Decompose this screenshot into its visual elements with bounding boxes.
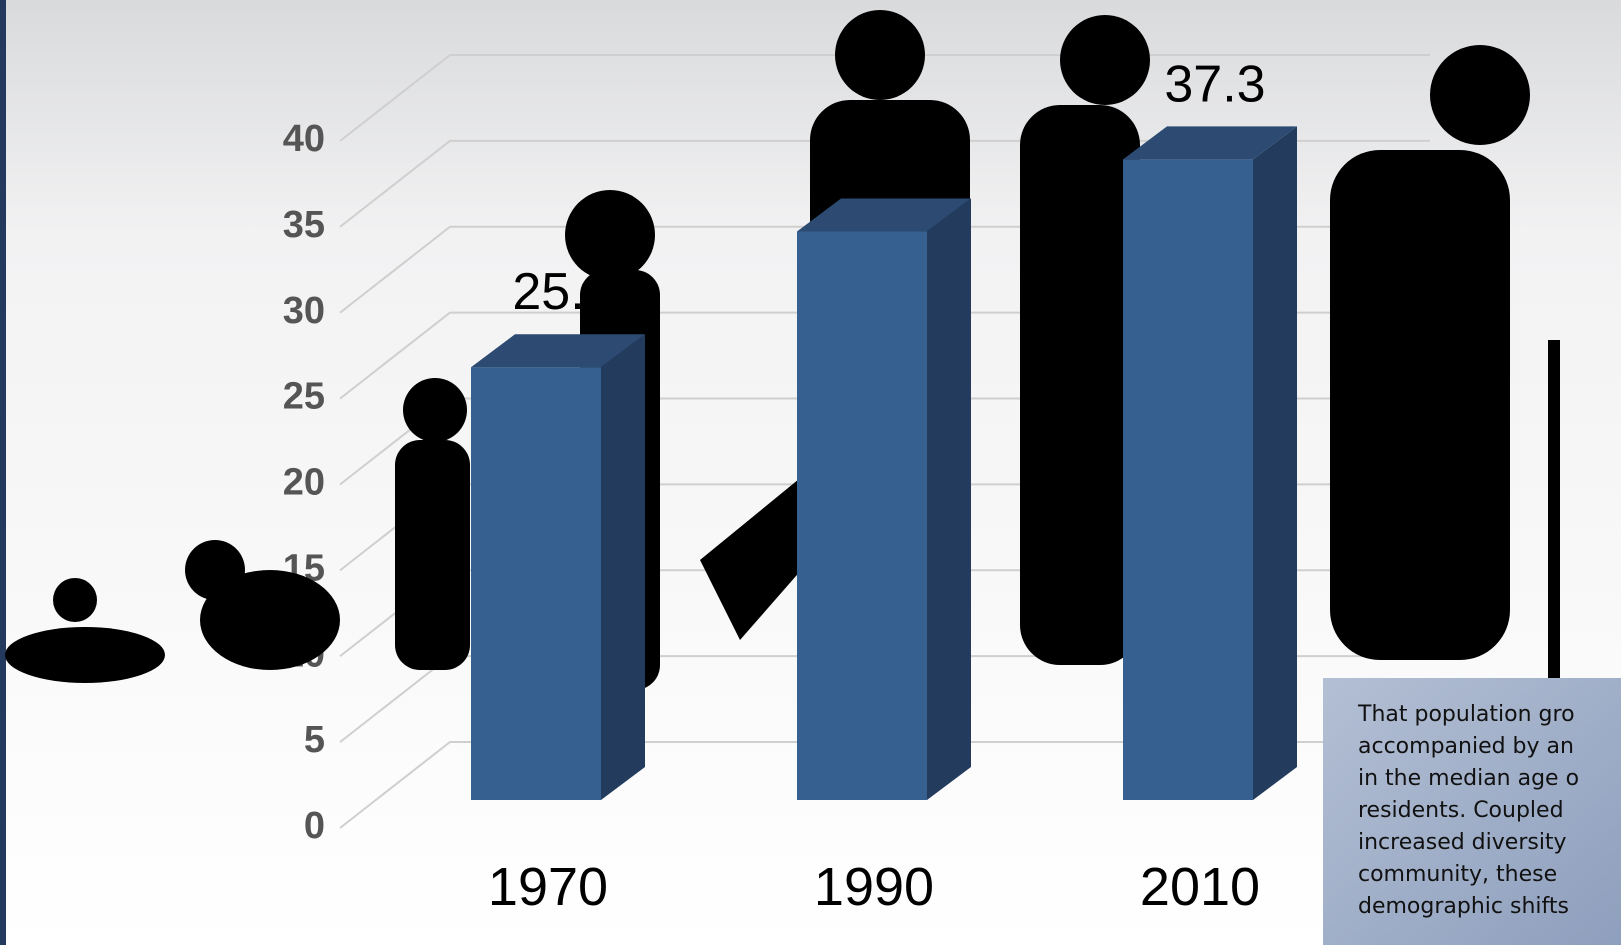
annotation-line: increased diversity — [1358, 830, 1567, 855]
annotation-line: demographic shifts — [1358, 894, 1569, 919]
y-tick-label: 25 — [283, 376, 325, 418]
chart: 0510152025303540 25.233.137.3 That popul… — [0, 0, 1621, 945]
y-tick-label: 20 — [283, 462, 325, 504]
bar-side — [601, 334, 645, 800]
y-tick-label: 40 — [283, 118, 325, 160]
bar-side — [1253, 126, 1297, 800]
annotation-line: That population gro — [1357, 702, 1575, 727]
y-tick-label: 0 — [304, 805, 325, 847]
bar — [1123, 159, 1253, 800]
x-tick-label: 1970 — [488, 857, 608, 917]
bar — [797, 232, 927, 800]
x-tick-label: 2010 — [1140, 857, 1260, 917]
bar — [471, 367, 601, 800]
bar-side — [927, 199, 971, 800]
left-border — [0, 0, 6, 945]
value-label: 37.3 — [1164, 55, 1265, 113]
annotation-line: community, these — [1358, 862, 1557, 887]
x-tick-label: 1990 — [814, 857, 934, 917]
y-tick-label: 5 — [304, 719, 325, 761]
annotation-line: in the median age o — [1358, 766, 1579, 791]
value-label: 33.1 — [838, 128, 939, 186]
annotation-line: residents. Coupled — [1358, 798, 1564, 823]
y-tick-label: 35 — [283, 204, 325, 246]
value-label: 25.2 — [512, 263, 613, 321]
annotation: That population gro accompanied by an in t… — [1357, 702, 1579, 919]
annotation-line: accompanied by an — [1358, 734, 1574, 759]
y-tick-label: 30 — [283, 290, 325, 332]
